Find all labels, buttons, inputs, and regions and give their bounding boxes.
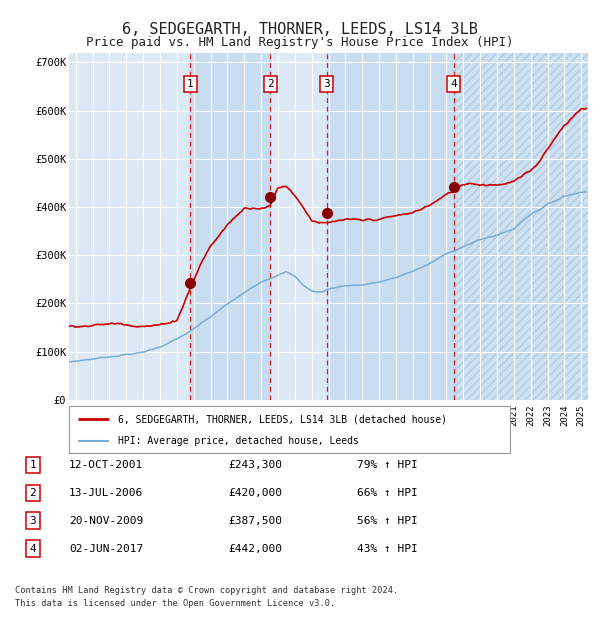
Text: Price paid vs. HM Land Registry's House Price Index (HPI): Price paid vs. HM Land Registry's House … [86,36,514,49]
Text: £442,000: £442,000 [228,544,282,554]
Text: HPI: Average price, detached house, Leeds: HPI: Average price, detached house, Leed… [118,436,358,446]
Text: 12-OCT-2001: 12-OCT-2001 [69,460,143,470]
Text: 6, SEDGEGARTH, THORNER, LEEDS, LS14 3LB (detached house): 6, SEDGEGARTH, THORNER, LEEDS, LS14 3LB … [118,414,446,424]
Text: 79% ↑ HPI: 79% ↑ HPI [357,460,418,470]
Text: This data is licensed under the Open Government Licence v3.0.: This data is licensed under the Open Gov… [15,598,335,608]
Text: 3: 3 [323,79,330,89]
Text: 2: 2 [29,488,37,498]
Text: Contains HM Land Registry data © Crown copyright and database right 2024.: Contains HM Land Registry data © Crown c… [15,586,398,595]
Bar [190,53,270,400]
Text: 43% ↑ HPI: 43% ↑ HPI [357,544,418,554]
Text: £387,500: £387,500 [228,516,282,526]
Text: 2: 2 [267,79,274,89]
Text: 13-JUL-2006: 13-JUL-2006 [69,488,143,498]
Text: 1: 1 [187,79,194,89]
Text: 3: 3 [29,516,37,526]
Text: 6, SEDGEGARTH, THORNER, LEEDS, LS14 3LB: 6, SEDGEGARTH, THORNER, LEEDS, LS14 3LB [122,22,478,37]
Text: 56% ↑ HPI: 56% ↑ HPI [357,516,418,526]
Text: £243,300: £243,300 [228,460,282,470]
Text: 66% ↑ HPI: 66% ↑ HPI [357,488,418,498]
Text: 4: 4 [450,79,457,89]
Bar [454,53,588,400]
Text: 02-JUN-2017: 02-JUN-2017 [69,544,143,554]
FancyBboxPatch shape [69,406,510,453]
Text: £420,000: £420,000 [228,488,282,498]
Text: 4: 4 [29,544,37,554]
Text: 1: 1 [29,460,37,470]
Bar [327,53,454,400]
Text: 20-NOV-2009: 20-NOV-2009 [69,516,143,526]
